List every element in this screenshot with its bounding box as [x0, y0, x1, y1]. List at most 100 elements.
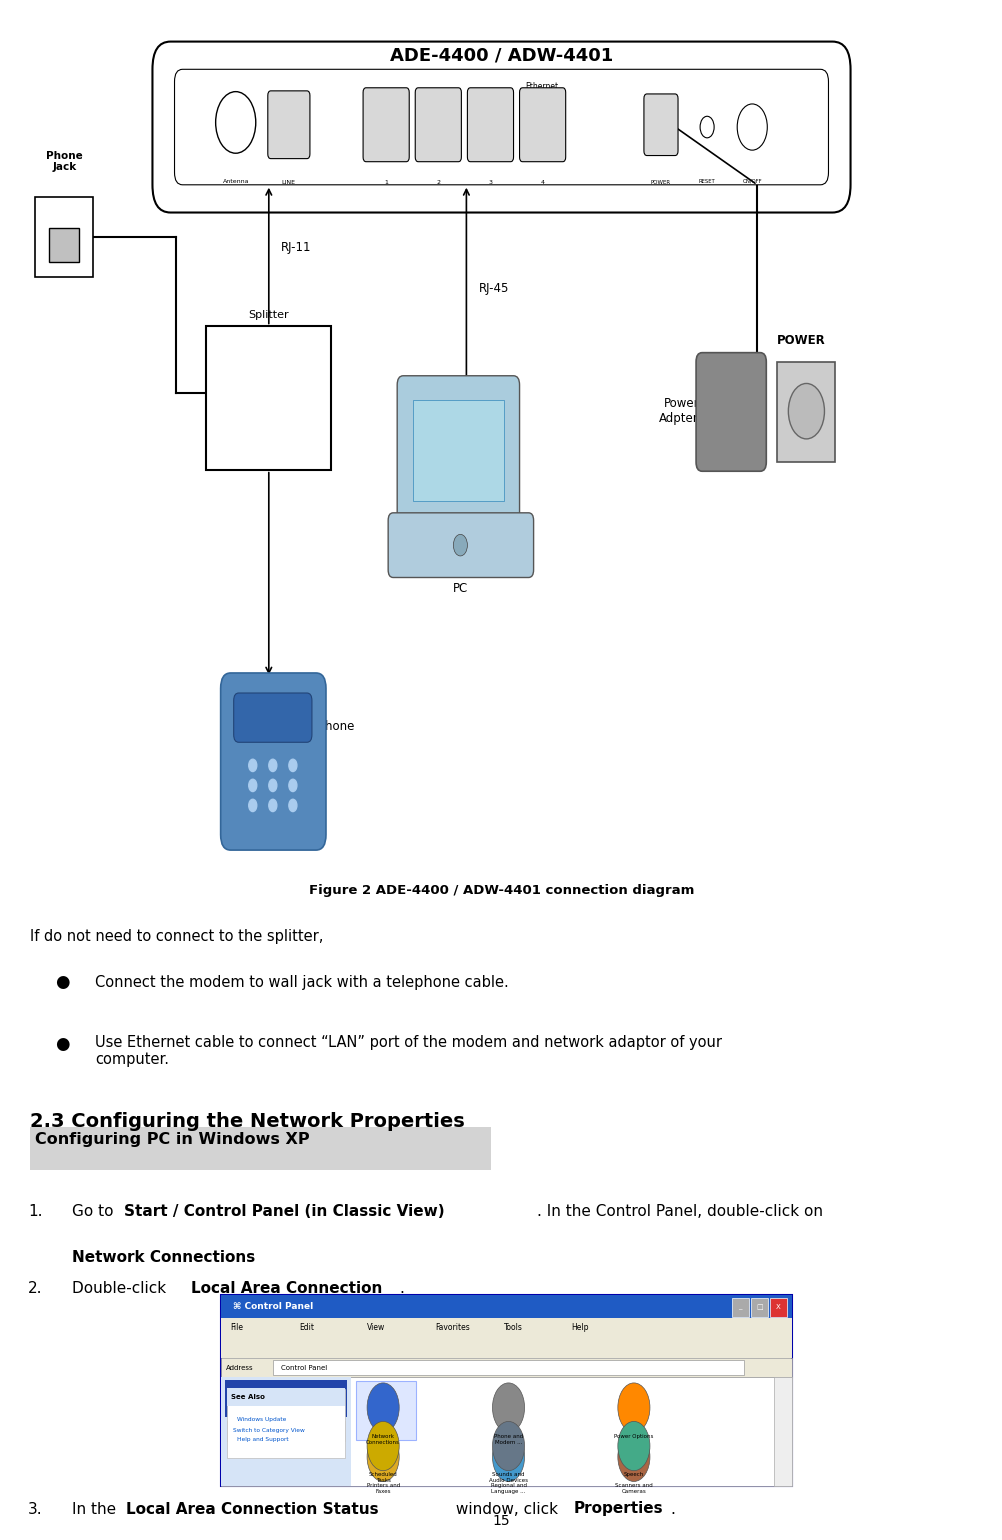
Bar	[226, 1421, 345, 1441]
Bar	[226, 1389, 345, 1458]
Text: 2.: 2.	[28, 1281, 42, 1297]
Text: Scanners and
Cameras: Scanners and Cameras	[614, 1483, 652, 1494]
Text: Phone
Jack: Phone Jack	[46, 151, 82, 172]
Circle shape	[269, 799, 277, 812]
Text: If do not need to connect to the splitter,: If do not need to connect to the splitte…	[30, 929, 323, 944]
Text: 15: 15	[492, 1514, 510, 1528]
Text: View: View	[367, 1323, 385, 1332]
Text: ON/OFF: ON/OFF	[741, 179, 762, 183]
Text: Double-click: Double-click	[72, 1281, 171, 1297]
Circle shape	[453, 534, 467, 556]
Circle shape	[289, 779, 297, 792]
FancyBboxPatch shape	[519, 88, 565, 162]
Text: Splitter: Splitter	[247, 311, 289, 320]
Circle shape	[699, 117, 713, 137]
Circle shape	[248, 759, 257, 772]
Text: 1.: 1.	[28, 1204, 42, 1220]
Circle shape	[617, 1421, 649, 1471]
Circle shape	[248, 779, 257, 792]
FancyBboxPatch shape	[467, 88, 513, 162]
Text: _: _	[737, 1304, 741, 1311]
FancyBboxPatch shape	[695, 353, 766, 471]
Text: Sounds and
Audio Devices: Sounds and Audio Devices	[489, 1472, 527, 1483]
Text: RESET: RESET	[698, 179, 714, 183]
Bar	[774, 1377, 792, 1486]
Text: ●: ●	[55, 1035, 69, 1053]
Text: Windows Update: Windows Update	[236, 1417, 286, 1423]
Text: Control Panel: Control Panel	[281, 1364, 327, 1371]
Text: In the: In the	[72, 1502, 121, 1517]
Text: 1: 1	[384, 180, 388, 185]
Text: Help: Help	[571, 1323, 588, 1332]
Bar	[220, 1377, 351, 1486]
Bar	[356, 1381, 416, 1440]
Circle shape	[736, 105, 767, 149]
FancyBboxPatch shape	[388, 513, 533, 578]
Circle shape	[289, 799, 297, 812]
Text: Phone: Phone	[319, 721, 355, 733]
Text: Figure 2 ADE-4400 / ADW-4401 connection diagram: Figure 2 ADE-4400 / ADW-4401 connection …	[309, 884, 693, 896]
Text: Local Area Connection Status: Local Area Connection Status	[126, 1502, 379, 1517]
Bar	[220, 1377, 792, 1486]
Text: Line: Line	[213, 356, 235, 365]
Circle shape	[269, 779, 277, 792]
Text: Configuring PC in Windows XP: Configuring PC in Windows XP	[35, 1132, 310, 1147]
Text: LINE: LINE	[282, 180, 296, 185]
Circle shape	[492, 1432, 524, 1481]
Bar	[750, 1298, 768, 1317]
FancyBboxPatch shape	[268, 91, 310, 159]
Text: Regional and
Language ...: Regional and Language ...	[490, 1483, 526, 1494]
Text: Modem: Modem	[243, 393, 282, 403]
Bar	[731, 1298, 748, 1317]
Circle shape	[617, 1432, 649, 1481]
Text: Network Connections: Network Connections	[72, 1250, 256, 1266]
Text: .: .	[399, 1281, 404, 1297]
FancyBboxPatch shape	[415, 88, 461, 162]
Text: PC: PC	[452, 582, 468, 594]
Text: ●: ●	[55, 973, 69, 992]
Text: Printers and
Faxes: Printers and Faxes	[366, 1483, 400, 1494]
Text: Connect the modem to wall jack with a telephone cable.: Connect the modem to wall jack with a te…	[95, 975, 509, 990]
Text: . In the Control Panel, double-click on: . In the Control Panel, double-click on	[536, 1204, 822, 1220]
Bar	[220, 1358, 792, 1377]
Circle shape	[788, 383, 824, 439]
Circle shape	[367, 1421, 399, 1471]
FancyBboxPatch shape	[220, 673, 326, 850]
Text: Favorites: Favorites	[435, 1323, 470, 1332]
Text: 3.: 3.	[28, 1502, 43, 1517]
Text: RJ-11: RJ-11	[281, 242, 311, 254]
Bar	[205, 326, 331, 470]
Bar	[220, 1318, 792, 1337]
Circle shape	[215, 92, 256, 154]
Circle shape	[617, 1383, 649, 1432]
Circle shape	[492, 1421, 524, 1471]
Circle shape	[367, 1383, 399, 1432]
Text: Ethernet: Ethernet	[524, 82, 558, 91]
FancyBboxPatch shape	[643, 94, 677, 156]
Text: Switch to Category View: Switch to Category View	[232, 1428, 305, 1434]
Bar	[30, 1127, 491, 1170]
Circle shape	[492, 1383, 524, 1432]
Bar	[777, 362, 835, 462]
Text: ADE-4400 / ADW-4401: ADE-4400 / ADW-4401	[390, 46, 612, 65]
Bar	[49, 228, 79, 262]
Bar	[224, 1380, 347, 1417]
Text: ⌘ Control Panel: ⌘ Control Panel	[232, 1303, 313, 1311]
Text: Network
Connections: Network Connections	[366, 1434, 400, 1445]
Bar	[273, 1360, 743, 1375]
Bar	[35, 197, 93, 277]
Text: 2: 2	[436, 180, 440, 185]
Text: File: File	[230, 1323, 243, 1332]
Bar	[220, 1295, 792, 1318]
Text: 3: 3	[488, 180, 492, 185]
FancyBboxPatch shape	[397, 376, 519, 525]
Text: Go to: Go to	[72, 1204, 118, 1220]
Circle shape	[289, 759, 297, 772]
Bar	[770, 1298, 787, 1317]
Bar	[413, 400, 503, 501]
Text: Power Options: Power Options	[613, 1434, 653, 1438]
Bar	[226, 1388, 345, 1406]
Text: POWER: POWER	[650, 180, 670, 185]
Text: window, click: window, click	[451, 1502, 563, 1517]
FancyBboxPatch shape	[363, 88, 409, 162]
